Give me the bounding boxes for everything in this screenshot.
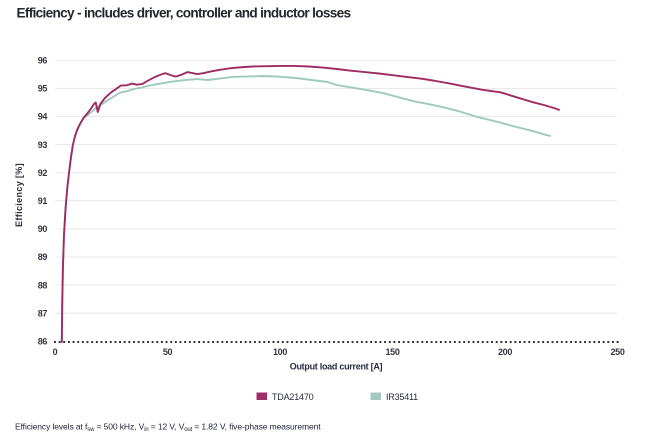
- svg-text:Output load current [A]: Output load current [A]: [290, 362, 383, 372]
- svg-text:Efficiency [%]: Efficiency [%]: [14, 163, 24, 227]
- svg-text:96: 96: [38, 56, 48, 66]
- svg-text:IR35411: IR35411: [386, 392, 418, 402]
- svg-text:88: 88: [38, 280, 48, 290]
- svg-text:TDA21470: TDA21470: [272, 392, 314, 402]
- svg-text:91: 91: [38, 196, 48, 206]
- svg-text:250: 250: [611, 347, 625, 357]
- svg-text:50: 50: [163, 347, 173, 357]
- svg-text:89: 89: [38, 252, 48, 262]
- svg-text:Efficiency - includes driver,: Efficiency - includes driver, controller…: [17, 6, 351, 21]
- svg-text:92: 92: [38, 168, 48, 178]
- svg-text:86: 86: [38, 337, 48, 347]
- svg-text:150: 150: [386, 347, 400, 357]
- svg-text:0: 0: [53, 347, 58, 357]
- svg-text:200: 200: [498, 347, 512, 357]
- svg-text:95: 95: [38, 84, 48, 94]
- svg-text:Efficiency levels at fsw = 500: Efficiency levels at fsw = 500 kHz, Vin …: [15, 422, 321, 434]
- svg-text:87: 87: [38, 308, 48, 318]
- svg-text:90: 90: [38, 224, 48, 234]
- svg-text:93: 93: [38, 140, 48, 150]
- svg-text:94: 94: [38, 112, 48, 122]
- svg-text:100: 100: [273, 347, 287, 357]
